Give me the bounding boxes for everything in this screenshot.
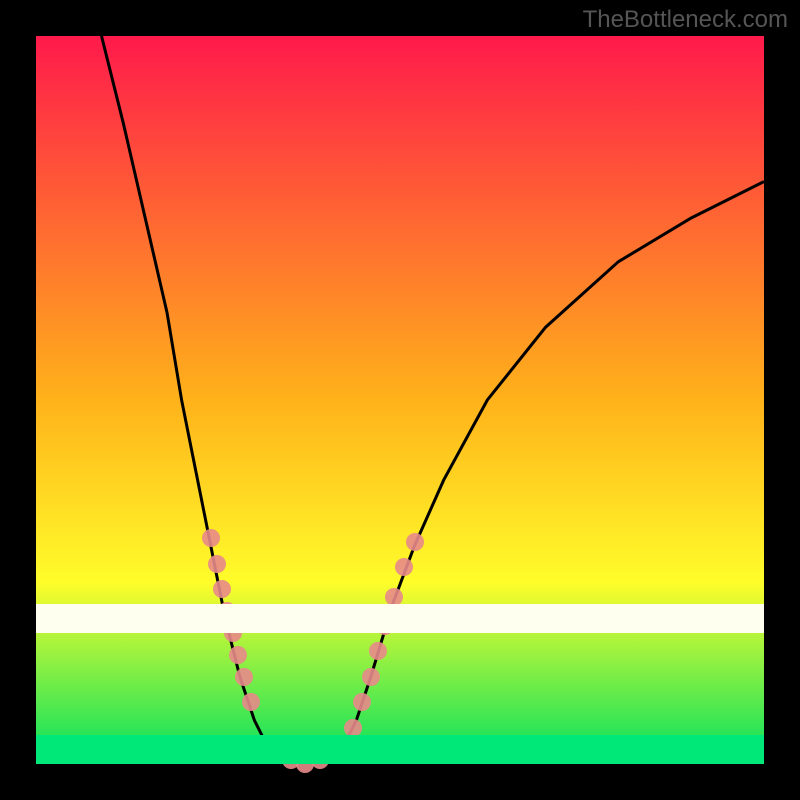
data-marker [395,558,413,576]
bottleneck-curve [102,36,764,764]
data-marker [369,642,387,660]
data-marker [406,533,424,551]
watermark-text: TheBottleneck.com [583,6,788,34]
curve-svg [36,36,764,764]
data-marker [242,693,260,711]
accent-band [36,735,764,764]
data-marker [229,646,247,664]
plot-area [36,36,764,764]
data-marker [362,668,380,686]
data-marker [235,668,253,686]
data-marker [202,529,220,547]
accent-band [36,604,764,633]
chart-frame: TheBottleneck.com [0,0,800,800]
data-marker [213,580,231,598]
data-marker [353,693,371,711]
data-marker [208,555,226,573]
